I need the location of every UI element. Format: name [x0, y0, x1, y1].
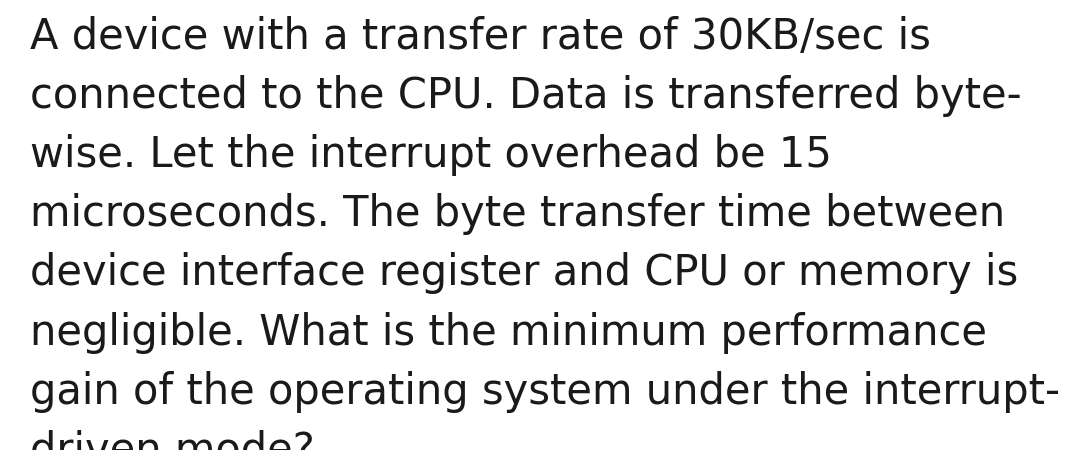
Text: A device with a transfer rate of 30KB/sec is
connected to the CPU. Data is trans: A device with a transfer rate of 30KB/se… — [30, 16, 1061, 450]
